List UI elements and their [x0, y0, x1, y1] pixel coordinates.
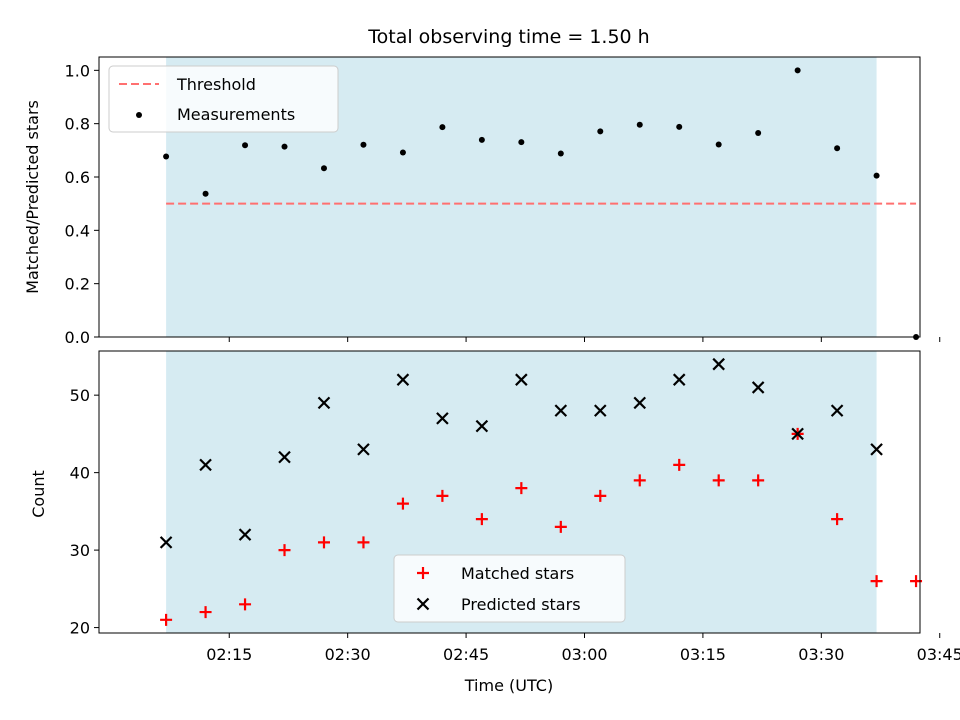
point-measurements-13: [676, 123, 683, 130]
legend-measurements-marker: [136, 112, 142, 118]
point-measurements-15: [755, 130, 762, 136]
point-measurements-9: [518, 139, 525, 146]
legend-predicted-marker: [416, 597, 430, 611]
point-measurements-11: [597, 128, 604, 135]
point-matched-stars-1: [199, 606, 212, 619]
point-measurements-18: [873, 172, 880, 179]
x-tick-label: 02:45: [443, 645, 489, 664]
chart-title: Total observing time = 1.50 h: [367, 26, 649, 48]
bottom-y-axis-label: Count: [29, 470, 48, 518]
point-predicted-stars-4: [317, 396, 331, 410]
point-measurements-17: [834, 145, 841, 152]
legend-measurements-label: Measurements: [177, 105, 295, 124]
x-tick-label: 02:30: [325, 645, 371, 664]
point-matched-stars-7: [436, 489, 449, 502]
point-matched-stars-3: [278, 544, 291, 557]
bottom-legend-box: [393, 554, 626, 623]
point-matched-stars-18: [870, 575, 883, 588]
point-measurements-16: [794, 67, 801, 74]
x-axis-label: Time (UTC): [464, 676, 553, 695]
y-tick-label: 0.8: [65, 115, 90, 134]
point-measurements-1: [202, 190, 209, 197]
point-predicted-stars-2: [238, 528, 252, 541]
point-measurements-5: [360, 141, 367, 148]
point-matched-stars-5: [357, 536, 370, 549]
point-predicted-stars-18: [870, 443, 883, 456]
point-matched-stars-6: [396, 497, 409, 510]
point-predicted-stars-17: [830, 404, 844, 417]
y-tick-label: 40: [70, 464, 90, 483]
axes-frame-1: [98, 350, 921, 634]
point-predicted-stars-10: [554, 404, 568, 417]
y-tick-label: 0.4: [65, 221, 90, 240]
y-tick-label: 0.6: [65, 168, 90, 187]
top-legend-box: [108, 65, 339, 133]
point-matched-stars-12: [633, 474, 646, 487]
point-matched-stars-8: [475, 513, 488, 526]
legend-matched-marker: [417, 567, 429, 579]
point-measurements-7: [439, 124, 446, 131]
point-measurements-10: [557, 150, 564, 157]
point-measurements-12: [636, 121, 643, 128]
point-predicted-stars-5: [357, 443, 370, 456]
point-predicted-stars-12: [633, 396, 647, 410]
point-measurements-0: [163, 153, 170, 160]
axes-frame-0: [98, 56, 921, 338]
point-predicted-stars-15: [751, 381, 765, 394]
point-matched-stars-2: [239, 598, 252, 611]
point-predicted-stars-11: [594, 404, 607, 417]
point-predicted-stars-7: [436, 412, 449, 425]
y-tick-label: 30: [70, 541, 90, 560]
point-matched-stars-17: [831, 513, 844, 526]
y-tick-label: 0.2: [65, 275, 90, 294]
x-tick-label: 03:00: [561, 645, 607, 664]
point-matched-stars-15: [752, 474, 765, 487]
point-measurements-2: [242, 142, 249, 149]
point-predicted-stars-0: [159, 536, 173, 549]
point-matched-stars-13: [673, 458, 686, 471]
point-predicted-stars-16: [791, 427, 804, 441]
x-tick-label: 03:15: [680, 645, 726, 664]
legend-matched-label: Matched stars: [461, 564, 574, 583]
point-measurements-4: [320, 165, 327, 172]
top-y-axis-label: Matched/Predicted stars: [23, 100, 42, 294]
point-predicted-stars-8: [475, 419, 489, 433]
top-legend: Threshold Measurements: [108, 65, 339, 133]
y-tick-label: 0.0: [65, 328, 90, 347]
bottom-legend: Matched stars Predicted stars: [393, 554, 626, 623]
x-tick-label: 03:30: [798, 645, 844, 664]
point-predicted-stars-3: [278, 450, 291, 464]
point-measurements-3: [281, 143, 288, 150]
point-measurements-6: [399, 149, 406, 156]
point-matched-stars-0: [160, 613, 173, 626]
legend-threshold-label: Threshold: [176, 75, 256, 94]
point-matched-stars-9: [515, 482, 528, 495]
point-matched-stars-4: [317, 536, 330, 549]
x-tick-label: 02:15: [206, 645, 252, 664]
legend-predicted-label: Predicted stars: [461, 595, 581, 614]
y-tick-label: 50: [70, 386, 90, 405]
x-tick-label: 03:45: [917, 645, 960, 664]
point-matched-stars-10: [554, 520, 567, 533]
point-predicted-stars-1: [199, 458, 212, 472]
point-predicted-stars-13: [672, 373, 686, 386]
point-predicted-stars-9: [515, 373, 528, 386]
point-predicted-stars-14: [712, 357, 725, 371]
y-tick-label: 20: [70, 619, 90, 638]
y-tick-label: 1.0: [65, 61, 90, 80]
point-measurements-8: [478, 136, 485, 143]
point-matched-stars-11: [594, 489, 607, 502]
point-matched-stars-14: [712, 474, 725, 487]
point-predicted-stars-6: [396, 373, 410, 386]
point-measurements-14: [715, 141, 722, 148]
